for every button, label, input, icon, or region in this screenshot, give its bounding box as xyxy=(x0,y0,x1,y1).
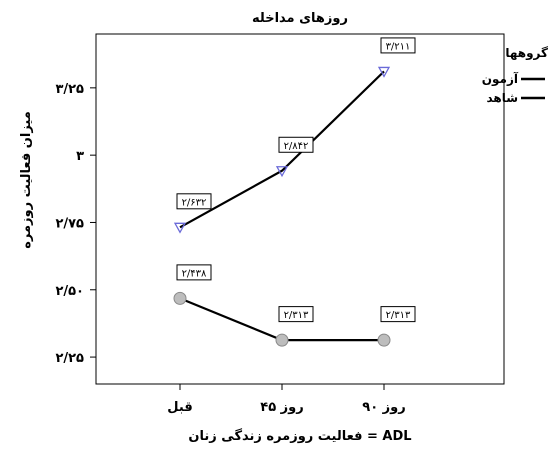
plot-frame xyxy=(95,33,505,385)
x-axis: قبل ۴۵ روز ۹۰ روز xyxy=(167,384,406,415)
data-label-box xyxy=(380,306,416,323)
data-label-box xyxy=(278,136,314,153)
data-label-box xyxy=(176,264,212,281)
legend-label: شاهد xyxy=(486,91,518,105)
data-point-marker xyxy=(275,166,289,178)
data-label-text: ۲/۶۳۲ xyxy=(182,197,207,208)
x-tick-label: ۴۵ روز xyxy=(260,400,303,415)
data-point-marker xyxy=(377,66,391,78)
y-tick-label: ۳/۲۵ xyxy=(55,82,84,97)
data-label: ۲/۴۳۸ xyxy=(176,264,212,281)
y-tick-label: ۲/۷۵ xyxy=(55,216,84,231)
data-label-box xyxy=(380,37,416,54)
data-point-marker xyxy=(173,291,187,305)
data-label: ۲/۳۱۳ xyxy=(380,306,416,323)
y-tick-label: ۲/۵۰ xyxy=(55,284,84,299)
data-label: ۲/۳۱۳ xyxy=(278,306,314,323)
data-label-box xyxy=(176,193,212,210)
data-label: ۲/۸۴۲ xyxy=(278,136,314,153)
x-tick-label: ۹۰ روز xyxy=(362,400,405,415)
legend: گروهها آزمون شاهد xyxy=(482,46,548,105)
y-tick-label: ۳ xyxy=(76,149,84,164)
data-point-marker xyxy=(173,222,187,234)
series-layer: ۲/۶۳۲ ۲/۸۴۲ ۳/۲۱۱ ۲/۴۳۸ ۲/۳۱۳ ۲/۳۱۳ xyxy=(173,37,416,347)
data-label-text: ۲/۳۱۳ xyxy=(386,310,411,321)
legend-label: آزمون xyxy=(482,71,519,87)
data-label: ۲/۶۳۲ xyxy=(176,193,212,210)
y-axis-label: میزان فعالیت روزمره xyxy=(19,111,34,249)
legend-title: گروهها xyxy=(505,46,548,61)
series-1: ۲/۶۳۲ ۲/۸۴۲ ۳/۲۱۱ xyxy=(173,37,416,234)
data-label-text: ۳/۲۱۱ xyxy=(386,41,411,52)
data-point-marker xyxy=(275,333,289,347)
data-label-text: ۲/۴۳۸ xyxy=(182,268,207,279)
x-axis-label: فعالیت روزمره زندگی زنان = ADL xyxy=(188,428,411,444)
data-label-box xyxy=(278,306,314,323)
data-label-text: ۲/۳۱۳ xyxy=(284,310,309,321)
data-point-marker xyxy=(377,333,391,347)
x-tick-label: قبل xyxy=(167,400,192,415)
series-line xyxy=(179,70,385,229)
data-label: ۳/۲۱۱ xyxy=(380,37,416,54)
chart-title: روزهای مداخله xyxy=(252,11,348,26)
series-2: ۲/۴۳۸ ۲/۳۱۳ ۲/۳۱۳ xyxy=(173,264,416,347)
y-tick-label: ۲/۲۵ xyxy=(55,351,84,366)
data-label-text: ۲/۸۴۲ xyxy=(284,141,309,152)
y-axis: ۲/۲۵ ۲/۵۰ ۲/۷۵ ۳ ۳/۲۵ xyxy=(55,82,96,366)
